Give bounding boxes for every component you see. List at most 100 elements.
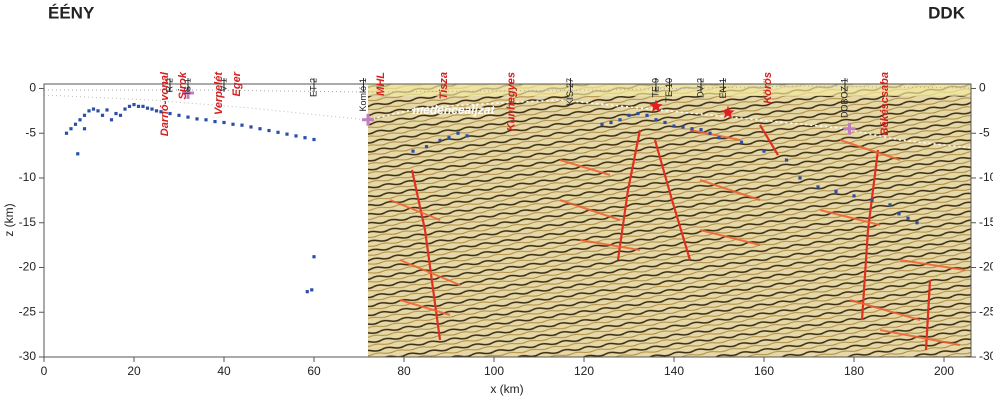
x-tick-label: 80 xyxy=(397,364,411,378)
y-tick-label: -5 xyxy=(25,125,36,139)
point xyxy=(258,127,262,131)
point xyxy=(276,130,280,134)
basement-line xyxy=(367,99,972,149)
point xyxy=(231,122,235,126)
cross-marker xyxy=(843,122,856,135)
point xyxy=(87,109,91,113)
seismic-section xyxy=(368,84,971,357)
point xyxy=(424,145,429,149)
point xyxy=(411,149,415,153)
point xyxy=(109,118,114,122)
point xyxy=(834,189,838,194)
point xyxy=(816,185,820,189)
x-tick-label: 60 xyxy=(307,364,321,378)
point xyxy=(294,134,298,138)
y-tick-label-right: -5 xyxy=(979,125,990,139)
point xyxy=(888,203,892,207)
point xyxy=(654,118,658,122)
point xyxy=(222,120,226,125)
point xyxy=(114,111,118,116)
point xyxy=(708,131,712,135)
image-label: medencealjzat xyxy=(412,103,495,117)
well-label: DV-2 xyxy=(695,78,705,98)
x-tick-label: 140 xyxy=(664,364,684,378)
x-tick-label: 160 xyxy=(754,364,774,378)
point xyxy=(186,115,190,119)
x-tick-label: 40 xyxy=(217,364,231,378)
point xyxy=(762,149,766,153)
well-label: Komló-1 xyxy=(358,78,368,112)
star-marker xyxy=(649,99,663,113)
star-marker xyxy=(721,105,735,119)
point xyxy=(636,111,640,116)
point xyxy=(739,140,744,144)
point xyxy=(213,119,217,124)
y-tick-label-right: -15 xyxy=(979,215,993,229)
point xyxy=(145,106,150,110)
place-label: Darnó-vonal xyxy=(159,71,171,136)
point xyxy=(82,113,87,117)
x-tick-label: 20 xyxy=(127,364,141,378)
y-tick-label-right: -20 xyxy=(979,260,993,274)
point xyxy=(303,136,307,140)
y-tick-label-right: -10 xyxy=(979,170,993,184)
x-tick-label: 200 xyxy=(934,364,954,378)
x-tick-label: 100 xyxy=(484,364,504,378)
place-label: Sirok xyxy=(177,71,189,99)
well-label: DOBOZ-1 xyxy=(839,78,849,118)
y-tick-label: 0 xyxy=(29,81,36,95)
point xyxy=(73,122,78,126)
point xyxy=(906,216,910,220)
place-label: Eger xyxy=(231,71,243,96)
point xyxy=(447,136,451,140)
point xyxy=(168,111,172,116)
well-label: V-1 xyxy=(218,78,228,92)
point xyxy=(600,122,604,126)
y-axis-label: z (km) xyxy=(2,203,16,236)
x-tick-label: 120 xyxy=(574,364,594,378)
point xyxy=(195,117,199,121)
point xyxy=(672,124,676,128)
well-label: TE-10 xyxy=(664,78,674,103)
y-tick-label-right: -25 xyxy=(979,304,993,318)
well-label: ET-2 xyxy=(308,78,318,97)
point xyxy=(618,118,622,122)
point xyxy=(154,109,159,113)
y-tick-label-right: 0 xyxy=(979,81,986,95)
point xyxy=(100,113,105,117)
point xyxy=(249,125,253,129)
point xyxy=(609,120,613,125)
point xyxy=(82,127,87,131)
point xyxy=(465,134,469,138)
point xyxy=(438,138,442,142)
point xyxy=(132,102,136,107)
point xyxy=(663,120,667,125)
point xyxy=(681,125,685,129)
point xyxy=(690,127,694,131)
well-label: IS-1 xyxy=(182,78,192,95)
corner-right: DDK xyxy=(928,3,966,22)
well-label: EN-1 xyxy=(718,78,728,99)
point xyxy=(141,104,145,108)
point xyxy=(798,176,802,180)
point xyxy=(123,107,127,111)
point xyxy=(96,109,100,113)
point xyxy=(645,113,649,117)
point xyxy=(118,113,123,117)
point xyxy=(76,152,80,156)
cross-marker xyxy=(362,113,374,126)
point xyxy=(312,137,316,142)
point xyxy=(150,107,154,111)
point xyxy=(69,127,73,131)
point xyxy=(136,104,141,108)
point xyxy=(312,255,316,259)
faults xyxy=(410,124,932,351)
point xyxy=(105,108,109,112)
point xyxy=(159,110,163,114)
point xyxy=(310,288,314,292)
y-tick-label: -15 xyxy=(19,215,37,229)
point xyxy=(64,131,69,135)
point xyxy=(78,118,82,122)
y-tick-label: -30 xyxy=(19,349,37,363)
